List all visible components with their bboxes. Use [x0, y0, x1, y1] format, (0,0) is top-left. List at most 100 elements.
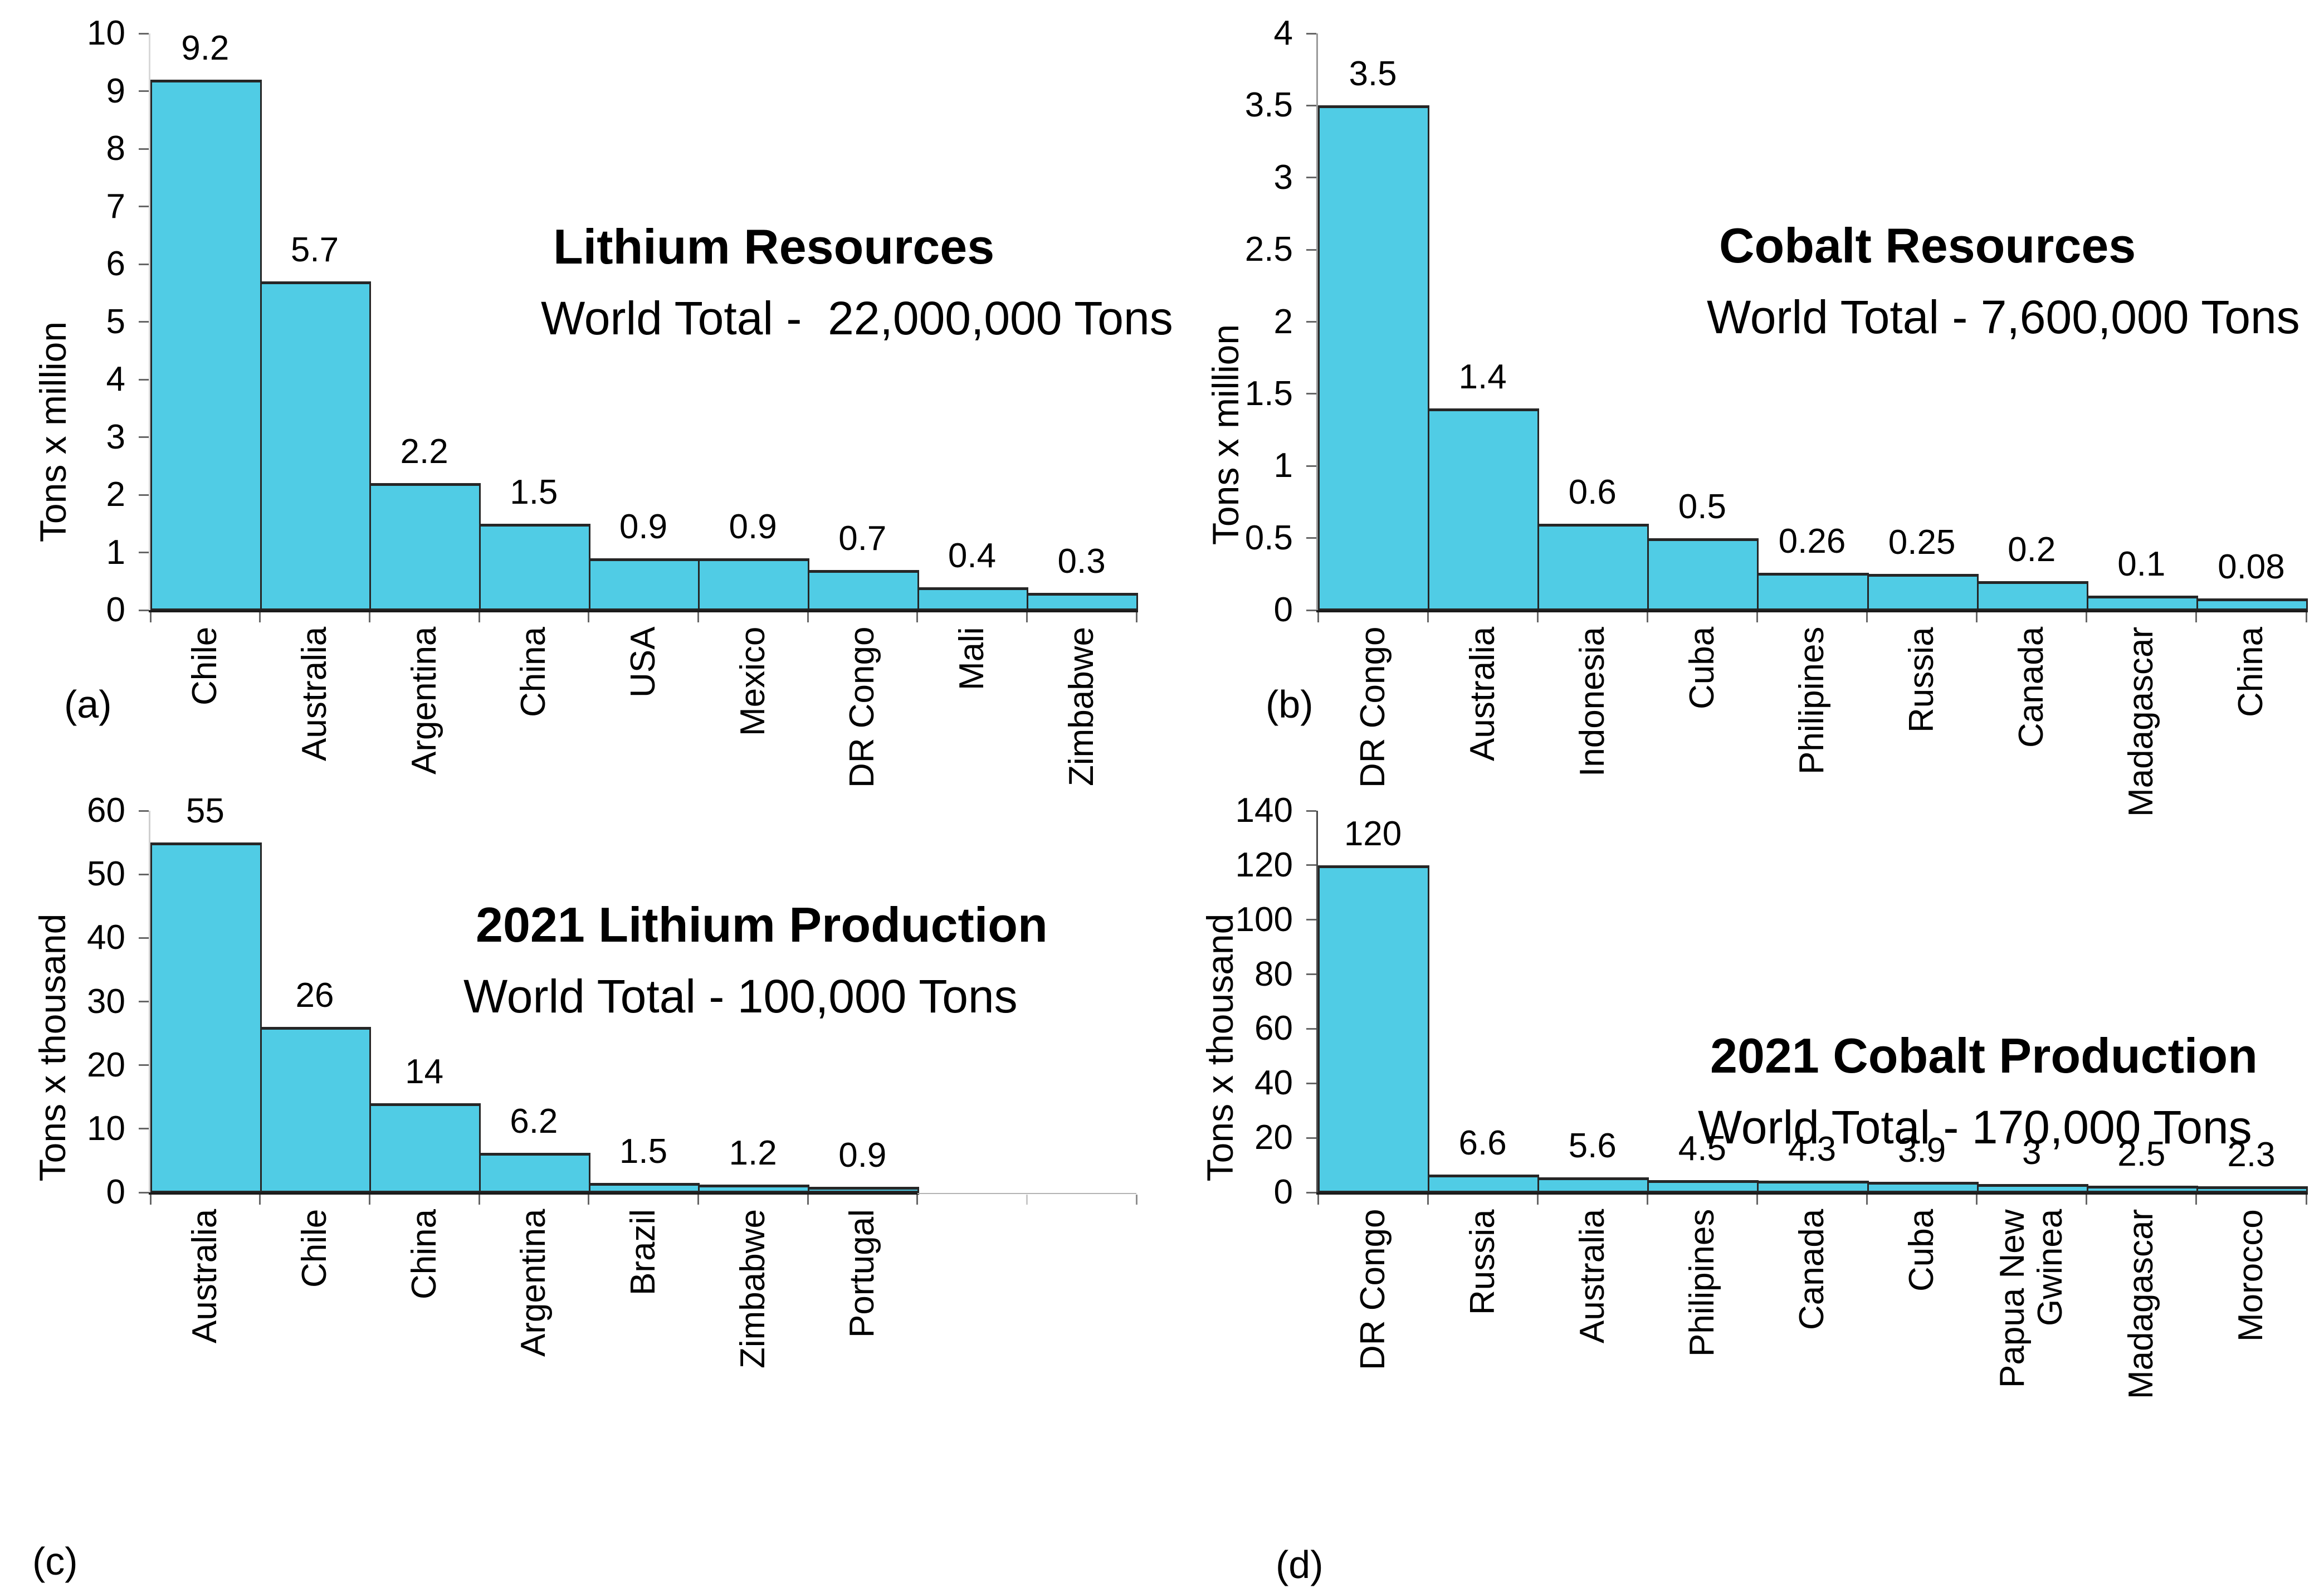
y-tick [139, 873, 149, 875]
bar-value-argentina: 2.2 [400, 432, 448, 471]
bar-chile [260, 1027, 372, 1192]
y-tick-label: 9 [106, 71, 125, 110]
x-tick [2195, 1195, 2198, 1205]
x-axis-line [1316, 1192, 2308, 1195]
x-axis-line [149, 610, 1138, 612]
bar-value-philipines: 0.26 [1778, 522, 1846, 561]
x-tick [697, 612, 699, 622]
y-axis-line [1316, 811, 1318, 1195]
y-tick-label: 2 [106, 475, 125, 514]
y-tick [139, 810, 149, 812]
y-tick-label: 8 [106, 129, 125, 168]
y-tick-label: 0 [106, 1173, 125, 1211]
y-tick-label: 140 [1235, 791, 1293, 830]
bar-mali [917, 587, 1029, 610]
x-tick [916, 1195, 919, 1205]
x-tick [1756, 612, 1758, 622]
y-tick [1306, 1137, 1316, 1139]
bar-dr-congo [808, 569, 919, 610]
x-tick [1427, 612, 1429, 622]
x-tick [259, 612, 261, 622]
y-tick-label: 20 [1254, 1118, 1293, 1157]
bar-dr-congo [1318, 105, 1430, 610]
x-tick [1135, 612, 1137, 622]
x-tick [1026, 612, 1028, 622]
y-tick-label: 10 [87, 1109, 125, 1148]
y-tick-label: 4 [1273, 14, 1293, 52]
y-tick [1306, 32, 1316, 35]
bar-zimbabwe [1027, 592, 1138, 610]
bar-value-morocco: 2.3 [2227, 1135, 2276, 1174]
y-tick [139, 1001, 149, 1002]
bar-australia [1428, 408, 1540, 610]
y-tick [139, 937, 149, 939]
bar-value-chile: 9.2 [181, 28, 230, 67]
x-tick [368, 1195, 370, 1205]
bar-value-madagascar: 2.5 [2117, 1134, 2166, 1173]
bar-cuba [1867, 1181, 1979, 1192]
bar-portugal [808, 1186, 919, 1192]
y-tick-label: 7 [106, 187, 125, 226]
y-tick [1306, 465, 1316, 467]
x-tick [1756, 1195, 1758, 1205]
x-tick [2195, 612, 2198, 622]
y-tick-label: 4 [106, 360, 125, 398]
y-tick-label: 0 [1273, 591, 1293, 629]
y-tick [1306, 537, 1316, 539]
y-tick-label: 2.5 [1244, 230, 1293, 269]
bar-value-zimbabwe: 0.3 [1057, 542, 1106, 581]
bar-dr-congo [1318, 865, 1430, 1192]
bar-value-brazil: 1.5 [619, 1132, 668, 1171]
y-tick-label: 3 [106, 417, 125, 456]
bar-value-argentina: 6.2 [510, 1102, 558, 1141]
bar-russia [1428, 1174, 1540, 1192]
x-tick [1866, 1195, 1868, 1205]
y-tick [1306, 810, 1316, 812]
y-tick-label: 3.5 [1244, 86, 1293, 125]
x-tick [368, 612, 370, 622]
bar-value-australia: 55 [185, 792, 224, 831]
y-tick-label: 60 [1254, 1009, 1293, 1048]
bar-value-mexico: 0.9 [729, 507, 777, 546]
bar-value-australia: 5.7 [290, 231, 339, 270]
y-tick [1306, 1082, 1316, 1084]
x-tick [478, 612, 480, 622]
chart-title: Lithium Resources [553, 219, 995, 274]
bar-australia [1537, 1177, 1649, 1192]
bar-value-china: 14 [405, 1053, 444, 1092]
y-tick-label: 1 [106, 533, 125, 572]
panel-label: (a) [64, 683, 112, 726]
x-label-cuba: Cuba [1902, 1209, 1941, 1292]
y-tick-label: 0.5 [1244, 518, 1293, 557]
y-tick-label: 80 [1254, 954, 1293, 993]
chart-title: 2021 Lithium Production [476, 897, 1048, 952]
x-tick [588, 612, 590, 622]
x-axis-extension-line [917, 1193, 1136, 1194]
panel-label: (b) [1266, 683, 1314, 726]
y-tick [139, 90, 149, 92]
bar-value-cuba: 3.9 [1898, 1131, 1946, 1170]
y-tick [139, 32, 149, 35]
x-tick [149, 612, 152, 622]
bar-value-canada: 0.2 [2008, 530, 2056, 569]
chart-subtitle: World Total - 170,000 Tons [1698, 1101, 2252, 1153]
x-tick [916, 612, 919, 622]
x-label-morocco: Morocco [2232, 1209, 2271, 1342]
bar-madagascar [2086, 1185, 2198, 1192]
x-tick [259, 1195, 261, 1205]
bar-china [2196, 598, 2308, 610]
y-tick-label: 100 [1235, 900, 1293, 939]
x-tick [2305, 612, 2307, 622]
chart-subtitle: World Total - 7,600,000 Tons [1707, 291, 2300, 343]
bar-canada [1757, 1180, 1869, 1192]
x-tick [478, 1195, 480, 1205]
y-tick-label: 30 [87, 982, 125, 1021]
x-tick [149, 1195, 152, 1205]
bar-usa [588, 558, 700, 610]
y-axis-line [149, 33, 150, 612]
bar-value-canada: 4.3 [1788, 1129, 1837, 1168]
